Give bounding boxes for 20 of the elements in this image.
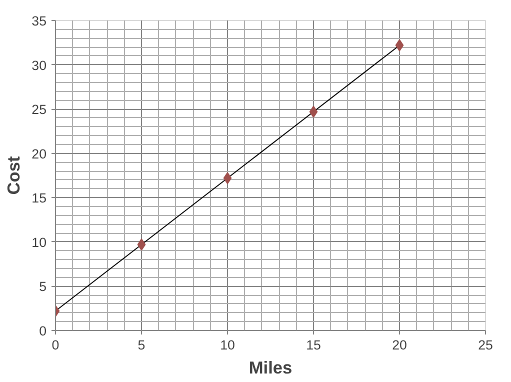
point xyxy=(309,106,318,118)
y-tick-label: 15 xyxy=(32,190,47,206)
x-tick-label: 25 xyxy=(478,338,493,352)
y-tick-label: 20 xyxy=(32,146,47,162)
y-tick-label: 35 xyxy=(32,14,47,28)
x-tick-label: 5 xyxy=(138,338,146,352)
x-tick-label: 0 xyxy=(52,338,60,352)
point xyxy=(223,172,232,184)
x-axis-title: Miles xyxy=(248,358,292,378)
x-tick-label: 10 xyxy=(220,338,235,352)
point xyxy=(137,238,146,251)
y-tick-label: 10 xyxy=(32,234,47,250)
y-tick-label: 5 xyxy=(39,279,47,294)
x-tick-label: 20 xyxy=(392,338,407,352)
y-axis-title: Cost xyxy=(4,156,24,195)
y-tick-label: 25 xyxy=(32,102,47,118)
x-tick-label: 15 xyxy=(306,338,321,352)
point xyxy=(395,39,404,52)
y-tick-label: 30 xyxy=(32,58,47,73)
y-tick-label: 0 xyxy=(39,324,47,338)
